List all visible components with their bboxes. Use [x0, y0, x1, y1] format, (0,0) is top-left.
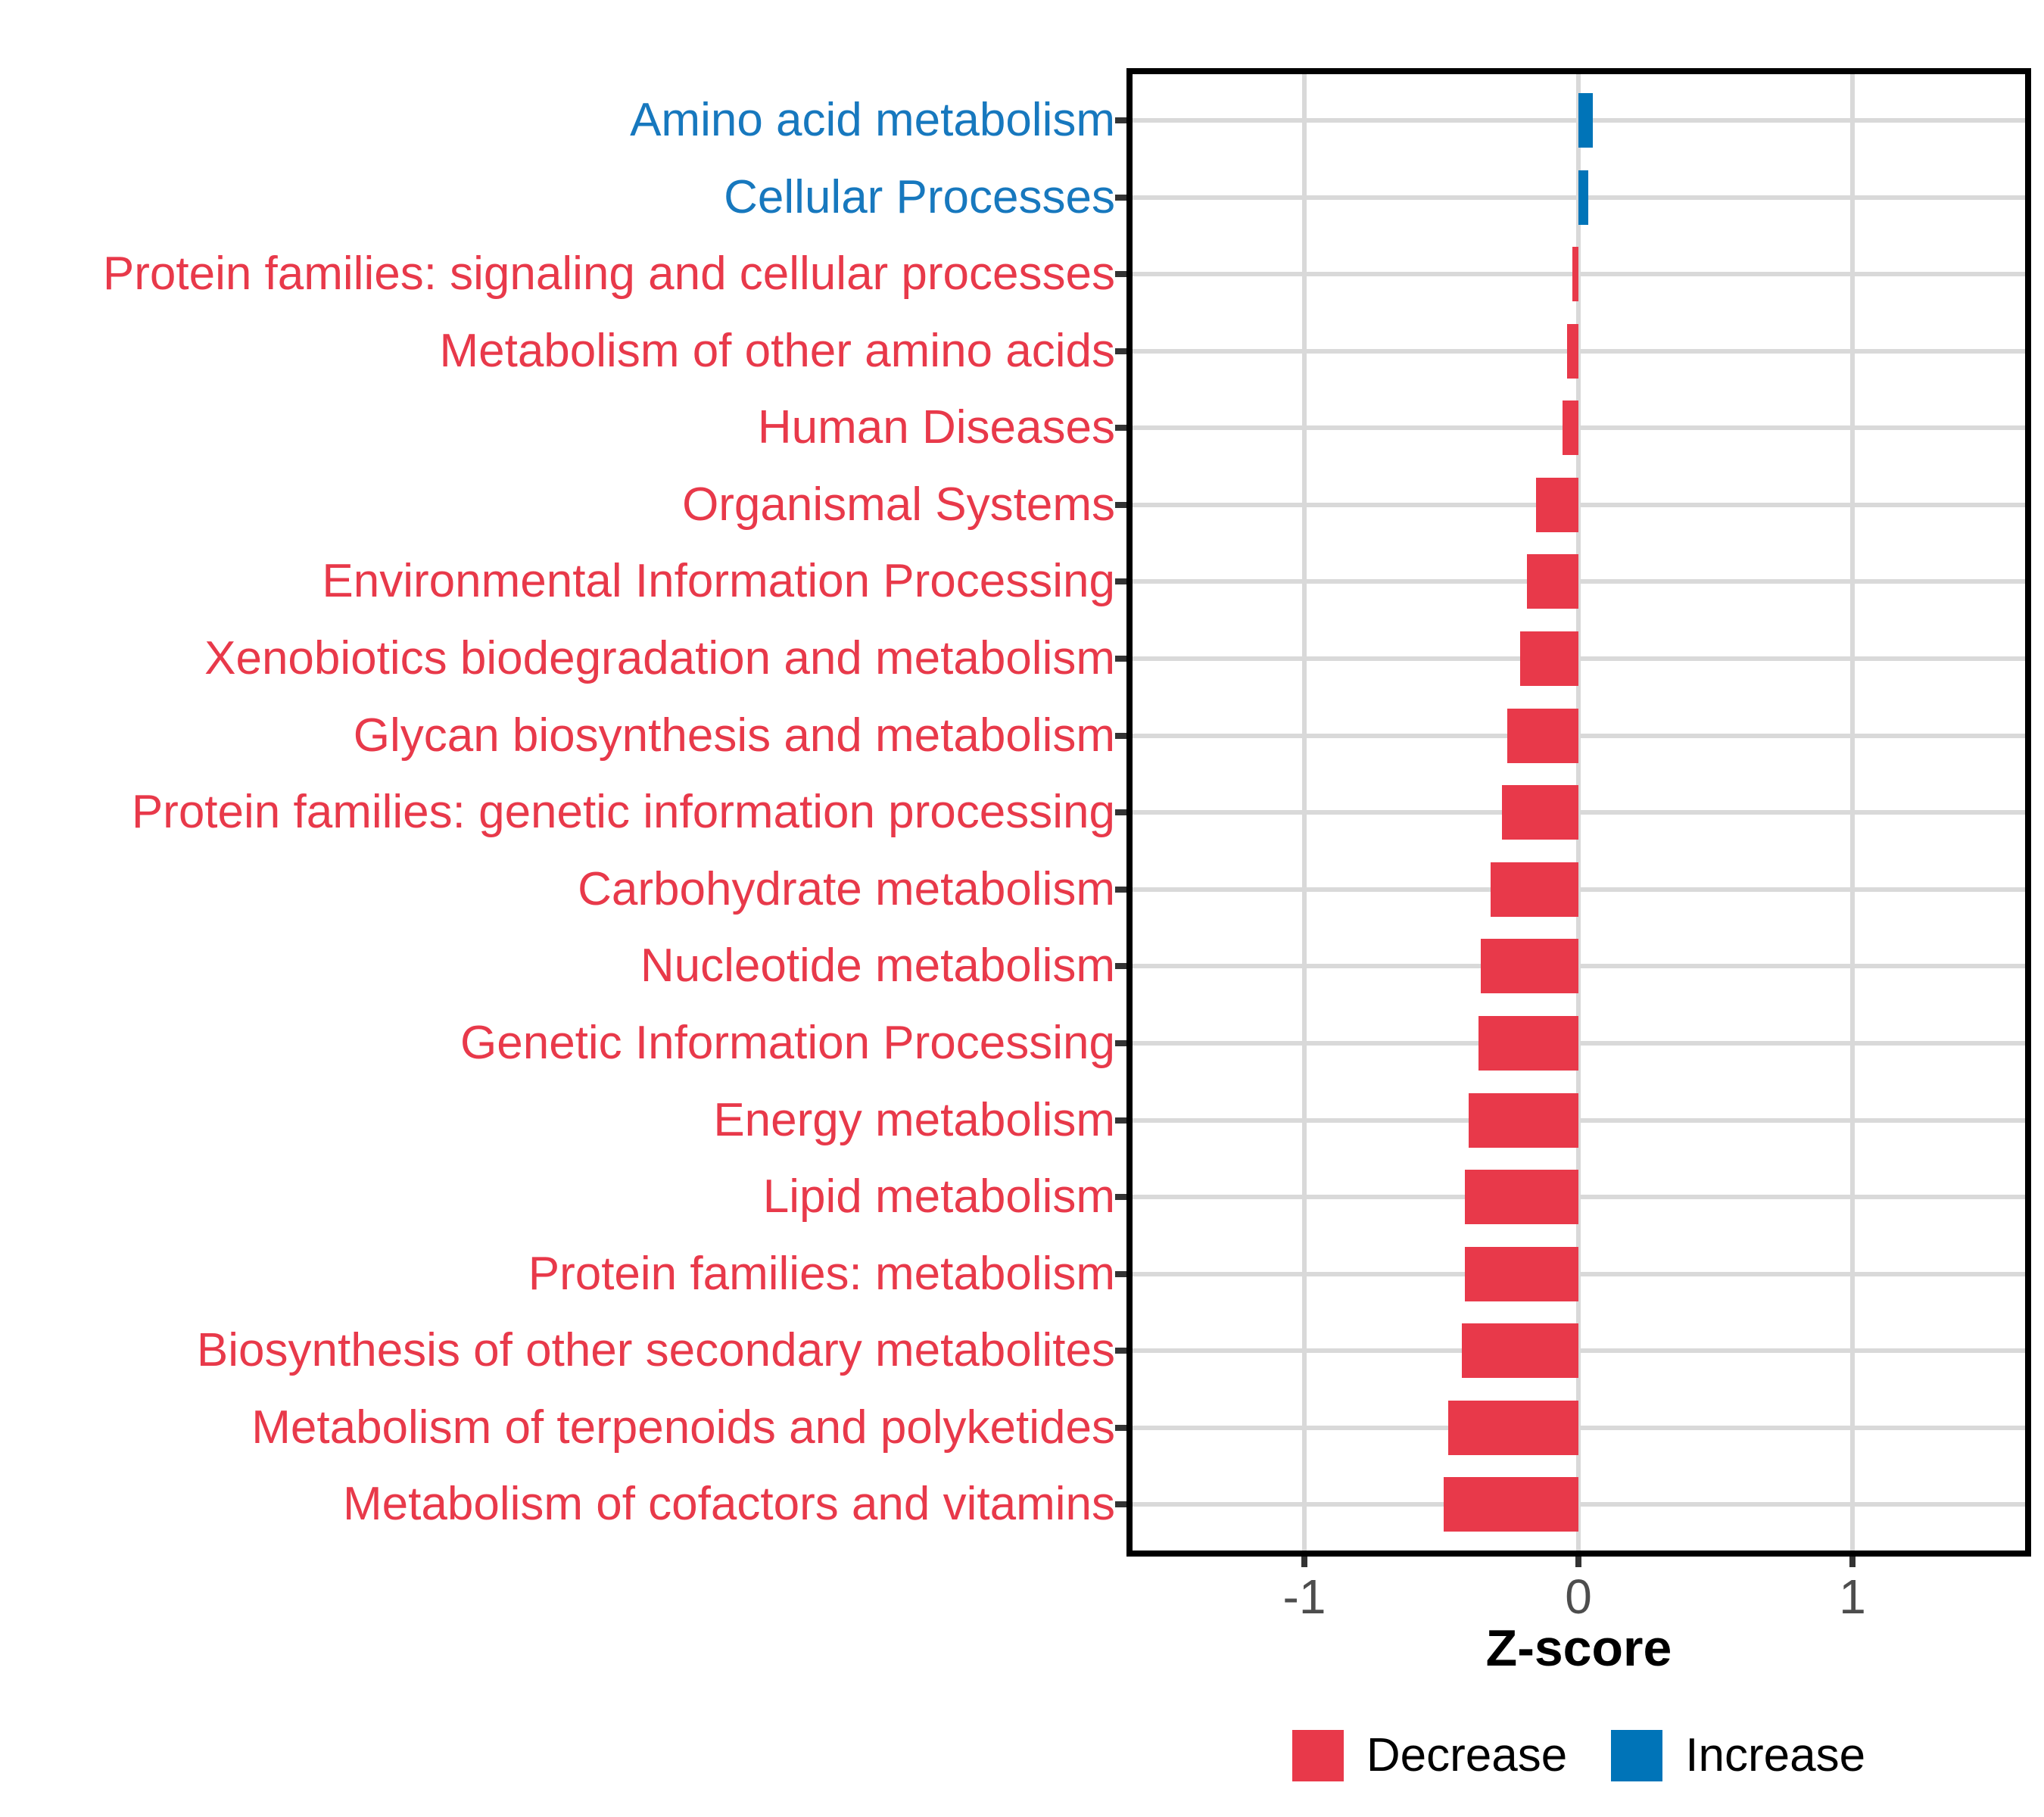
x-tick-label: 1: [1839, 1569, 1866, 1624]
category-label: Xenobiotics biodegradation and metabolis…: [204, 632, 1115, 685]
category-label: Organismal Systems: [682, 478, 1115, 531]
category-label: Protein families: metabolism: [528, 1247, 1115, 1300]
y-axis-tick-mark: [1115, 809, 1126, 816]
x-tick-label: -1: [1282, 1569, 1326, 1624]
y-axis-tick-mark: [1115, 1270, 1126, 1277]
y-axis-tick-mark: [1115, 194, 1126, 201]
decrease-bar: [1566, 323, 1578, 379]
category-label: Metabolism of terpenoids and polyketides: [251, 1401, 1115, 1454]
decrease-bar: [1465, 1246, 1578, 1301]
category-label: Genetic Information Processing: [460, 1016, 1115, 1069]
y-axis-tick-mark: [1115, 1348, 1126, 1354]
category-label: Nucleotide metabolism: [640, 940, 1115, 993]
category-label: Metabolism of cofactors and vitamins: [343, 1478, 1115, 1531]
decrease-bar: [1519, 631, 1578, 687]
category-label: Carbohydrate metabolism: [578, 862, 1115, 915]
y-axis-tick-mark: [1115, 732, 1126, 739]
decrease-bar: [1447, 1400, 1578, 1455]
increase-bar: [1578, 93, 1594, 148]
category-label: Biosynthesis of other secondary metaboli…: [196, 1324, 1115, 1377]
decrease-bar: [1480, 939, 1578, 994]
category-label: Lipid metabolism: [762, 1170, 1115, 1223]
y-axis-tick-mark: [1115, 1501, 1126, 1508]
plot-panel: [1126, 68, 2031, 1557]
legend: Decrease Increase: [1133, 1728, 2025, 1782]
increase-legend-swatch: [1611, 1729, 1663, 1781]
category-label: Protein families: signaling and cellular…: [102, 248, 1115, 301]
category-label: Cellular Processes: [724, 170, 1115, 223]
x-axis-tick-mark: [1575, 1557, 1581, 1567]
decrease-bar: [1536, 477, 1578, 532]
x-tick-label: 0: [1565, 1569, 1592, 1624]
major-gridline-vertical: [1850, 74, 1855, 1551]
category-label: Amino acid metabolism: [630, 94, 1115, 146]
y-axis-tick-mark: [1115, 1424, 1126, 1431]
legend-item: Increase: [1611, 1728, 1865, 1782]
y-axis-tick-mark: [1115, 886, 1126, 893]
y-axis-tick-mark: [1115, 501, 1126, 508]
decrease-bar: [1526, 554, 1578, 609]
legend-item: Decrease: [1292, 1728, 1567, 1782]
category-label: Metabolism of other amino acids: [439, 324, 1115, 377]
decrease-bar: [1562, 400, 1578, 456]
y-axis-tick-mark: [1115, 1039, 1126, 1046]
y-axis-tick-mark: [1115, 117, 1126, 123]
legend-label: Decrease: [1366, 1729, 1568, 1781]
y-axis-tick-mark: [1115, 1194, 1126, 1201]
y-axis-tick-mark: [1115, 963, 1126, 970]
x-axis-title: Z-score: [1485, 1619, 1672, 1677]
decrease-bar: [1502, 785, 1578, 840]
decrease-bar: [1443, 1477, 1578, 1532]
decrease-bar: [1491, 862, 1578, 917]
decrease-bar: [1572, 247, 1578, 302]
x-axis-tick-mark: [1849, 1557, 1855, 1567]
decrease-bar: [1507, 708, 1578, 763]
y-axis-tick-mark: [1115, 271, 1126, 278]
y-axis-tick-mark: [1115, 656, 1126, 662]
legend-label: Increase: [1685, 1729, 1866, 1781]
increase-bar: [1578, 170, 1588, 225]
category-label: Environmental Information Processing: [322, 555, 1115, 608]
x-axis-tick-mark: [1301, 1557, 1307, 1567]
major-gridline-vertical: [1576, 74, 1581, 1551]
category-label: Energy metabolism: [713, 1093, 1115, 1146]
category-label: Human Diseases: [757, 401, 1115, 454]
category-label: Glycan biosynthesis and metabolism: [353, 709, 1115, 762]
decrease-legend-swatch: [1292, 1729, 1344, 1781]
major-gridline-vertical: [1302, 74, 1307, 1551]
y-axis-tick-mark: [1115, 578, 1126, 585]
y-axis-tick-mark: [1115, 1117, 1126, 1124]
y-axis-tick-mark: [1115, 425, 1126, 432]
decrease-bar: [1468, 1092, 1578, 1148]
decrease-bar: [1478, 1015, 1578, 1071]
decrease-bar: [1465, 1170, 1578, 1225]
category-label: Protein families: genetic information pr…: [131, 786, 1115, 839]
y-axis-tick-mark: [1115, 348, 1126, 354]
decrease-bar: [1461, 1323, 1578, 1379]
